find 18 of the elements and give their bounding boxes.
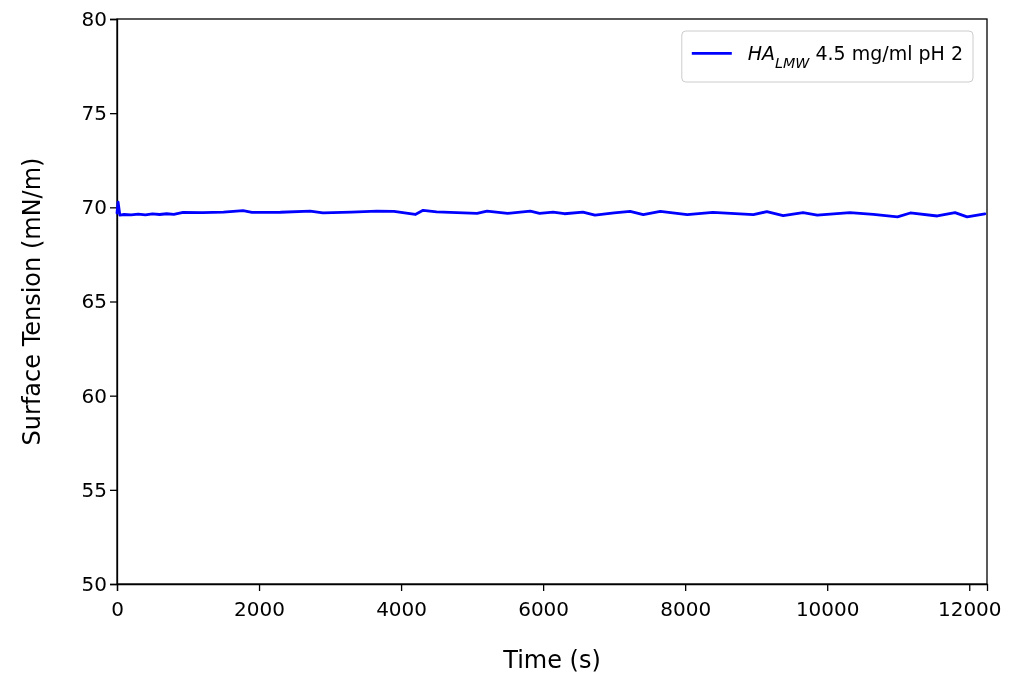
y-tick-label: 80 (81, 6, 107, 31)
x-tick-label: 8000 (660, 597, 712, 621)
y-tick-label: 60 (81, 383, 107, 408)
legend-label: HA$_{LMW}$ 4.5 mg/ml pH 2 (747, 42, 963, 71)
y-tick-label: 55 (81, 477, 107, 502)
x-tick-label: 10000 (795, 597, 860, 621)
y-tick-label: 65 (81, 289, 107, 314)
x-tick-label: 4000 (376, 597, 428, 621)
y-tick-label: 75 (81, 101, 107, 126)
x-tick-label: 12000 (937, 597, 1002, 621)
x-axis-title: Time (s) (502, 646, 601, 674)
x-tick-label: 2000 (234, 597, 285, 621)
y-axis-title: Surface Tension (mN/m) (18, 157, 46, 446)
y-tick-label: 50 (81, 571, 107, 596)
y-tick-label: 70 (81, 195, 107, 220)
x-tick-label: 6000 (518, 597, 570, 621)
line-series (115, 200, 987, 219)
x-tick-label: 0 (111, 597, 124, 621)
